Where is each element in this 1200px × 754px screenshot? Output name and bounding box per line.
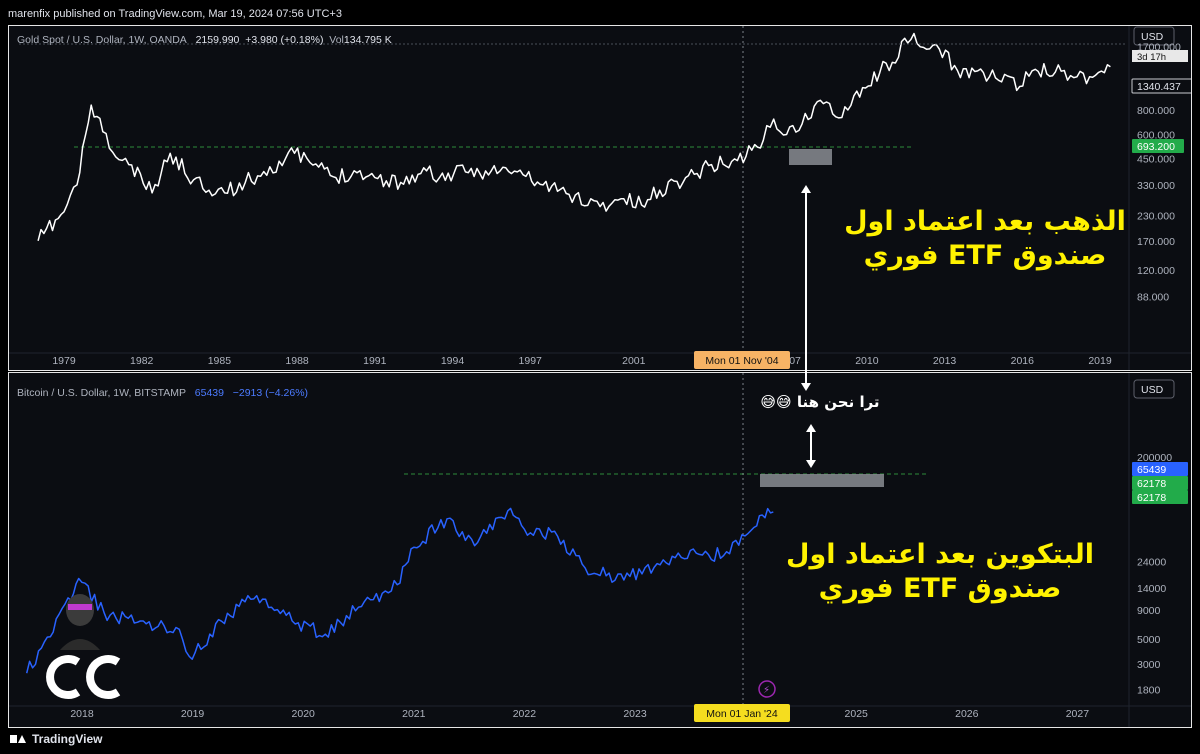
btc-last: 65439 — [194, 387, 224, 399]
currency-badge: USD — [1133, 26, 1175, 46]
y-tick-label: 88.000 — [1137, 291, 1169, 303]
btc-legend: Bitcoin / U.S. Dollar, 1W, BITSTAMP 6543… — [17, 387, 308, 399]
crosshair-time-badge: Mon 01 Jan '24 — [694, 704, 790, 722]
y-tick-label: 5000 — [1137, 634, 1161, 646]
countdown-label: 3d 17h — [1137, 52, 1166, 63]
btc-change: −2913 (−4.26%) — [232, 387, 309, 399]
gold-volume: 134.795 K — [343, 34, 392, 46]
crosshair-time-badge: Mon 01 Nov '04 — [694, 351, 790, 369]
y-tick-label: 9000 — [1137, 605, 1161, 617]
gold-annotation: الذهب بعد اعتماد اول صندوق ETF فوري — [844, 206, 1126, 271]
crosshair-time-label: Mon 01 Nov '04 — [705, 355, 778, 367]
x-tick-label: 2023 — [623, 708, 647, 720]
price-series-line — [25, 507, 774, 674]
currency-badge: USD — [1133, 379, 1175, 399]
price-label-badge: 62178 — [1132, 476, 1188, 490]
consolidation-zone-box — [760, 474, 884, 487]
y-tick-label: 600.000 — [1137, 129, 1175, 141]
x-tick-label: 2018 — [70, 708, 94, 720]
x-tick-label: 2022 — [513, 708, 537, 720]
crosshair-time-box — [694, 351, 790, 369]
consolidation-zone-box — [789, 149, 832, 165]
crosshair-time-label: Mon 01 Jan '24 — [706, 708, 778, 720]
x-tick-label: 1979 — [52, 355, 76, 367]
gold-symbol: Gold Spot / U.S. Dollar, 1W, OANDA — [17, 34, 187, 46]
y-tick-label: 800.000 — [1137, 105, 1175, 117]
price-label-box — [1132, 139, 1184, 153]
x-tick-label: 1982 — [130, 355, 154, 367]
price-label-box — [1132, 476, 1188, 490]
btc-symbol: Bitcoin / U.S. Dollar, 1W, BITSTAMP — [17, 387, 187, 399]
gold-change: +3.980 (+0.18%) — [245, 34, 324, 46]
price-label: 65439 — [1137, 464, 1166, 476]
y-tick-label: 450.000 — [1137, 154, 1175, 166]
here-annotation: ترا نحن هنا 😅😅 — [760, 393, 880, 411]
x-tick-label: 2026 — [955, 708, 979, 720]
btc-pane[interactable]: USD2000001200002400014000900050003000180… — [8, 372, 1192, 728]
x-tick-label: 2027 — [1066, 708, 1090, 720]
x-tick-label: 1985 — [208, 355, 232, 367]
currency-label: USD — [1141, 384, 1164, 396]
publisher-line: marenfix published on TradingView.com, M… — [8, 8, 342, 20]
y-tick-label: 200000 — [1137, 452, 1172, 464]
price-label: 1340.437 — [1137, 81, 1181, 93]
gold-legend: Gold Spot / U.S. Dollar, 1W, OANDA 2159.… — [17, 34, 392, 46]
currency-label: USD — [1141, 31, 1164, 43]
price-label-box — [1131, 78, 1191, 94]
y-tick-label: 120.000 — [1137, 265, 1175, 277]
y-tick-label: 24000 — [1137, 556, 1166, 568]
price-label: 693.200 — [1137, 141, 1175, 153]
price-label-badge: 1340.437 — [1131, 78, 1191, 94]
gold-pane[interactable]: USD1700.0001100.000800.000600.000450.000… — [8, 25, 1192, 371]
x-tick-label: 2001 — [622, 355, 646, 367]
event-icon-glyph: ⚡ — [763, 685, 770, 696]
x-tick-label: 2013 — [933, 355, 957, 367]
price-label-box — [1132, 462, 1188, 476]
tradingview-logo-icon — [10, 733, 26, 745]
gold-chart[interactable]: USD1700.0001100.000800.000600.000450.000… — [9, 26, 1192, 371]
footer-brand: TradingView — [32, 732, 103, 746]
x-tick-label: 2010 — [855, 355, 879, 367]
x-tick-label: 1994 — [441, 355, 465, 367]
price-label-badge: 65439 — [1132, 462, 1188, 476]
y-tick-label: 330.000 — [1137, 180, 1175, 192]
x-tick-label: 1988 — [285, 355, 309, 367]
y-tick-label: 230.000 — [1137, 210, 1175, 222]
price-label-badge: 693.200 — [1132, 139, 1184, 153]
y-tick-label: 3000 — [1137, 659, 1161, 671]
price-label-box — [1132, 490, 1188, 504]
x-tick-label: 2019 — [181, 708, 205, 720]
price-label: 62178 — [1137, 478, 1166, 490]
x-tick-label: 2025 — [845, 708, 869, 720]
countdown-box — [1132, 50, 1188, 62]
gold-last: 2159.990 — [195, 34, 240, 46]
btc-chart[interactable]: USD2000001200002400014000900050003000180… — [9, 373, 1192, 728]
event-icon — [758, 680, 776, 698]
crosshair-time-box — [694, 704, 790, 722]
price-label: 62178 — [1137, 492, 1166, 504]
x-tick-label: 2019 — [1088, 355, 1112, 367]
x-tick-label: 2016 — [1011, 355, 1035, 367]
currency-badge-box — [1133, 26, 1175, 46]
x-tick-label: 1991 — [363, 355, 387, 367]
price-label-badge: 62178 — [1132, 490, 1188, 504]
y-tick-label: 170.000 — [1137, 236, 1175, 248]
y-tick-label: 14000 — [1137, 583, 1166, 595]
tradingview-footer[interactable]: TradingView — [10, 732, 102, 746]
y-tick-label: 1800 — [1137, 684, 1161, 696]
price-series-line — [37, 32, 1111, 241]
gold-volume-label: Vol — [329, 34, 344, 46]
currency-badge-box — [1133, 379, 1175, 399]
x-tick-label: 2020 — [292, 708, 316, 720]
btc-annotation: البتكوين بعد اعتماد اول صندوق ETF فوري — [786, 539, 1094, 604]
x-tick-label: 1997 — [519, 355, 543, 367]
x-tick-label: 2021 — [402, 708, 426, 720]
